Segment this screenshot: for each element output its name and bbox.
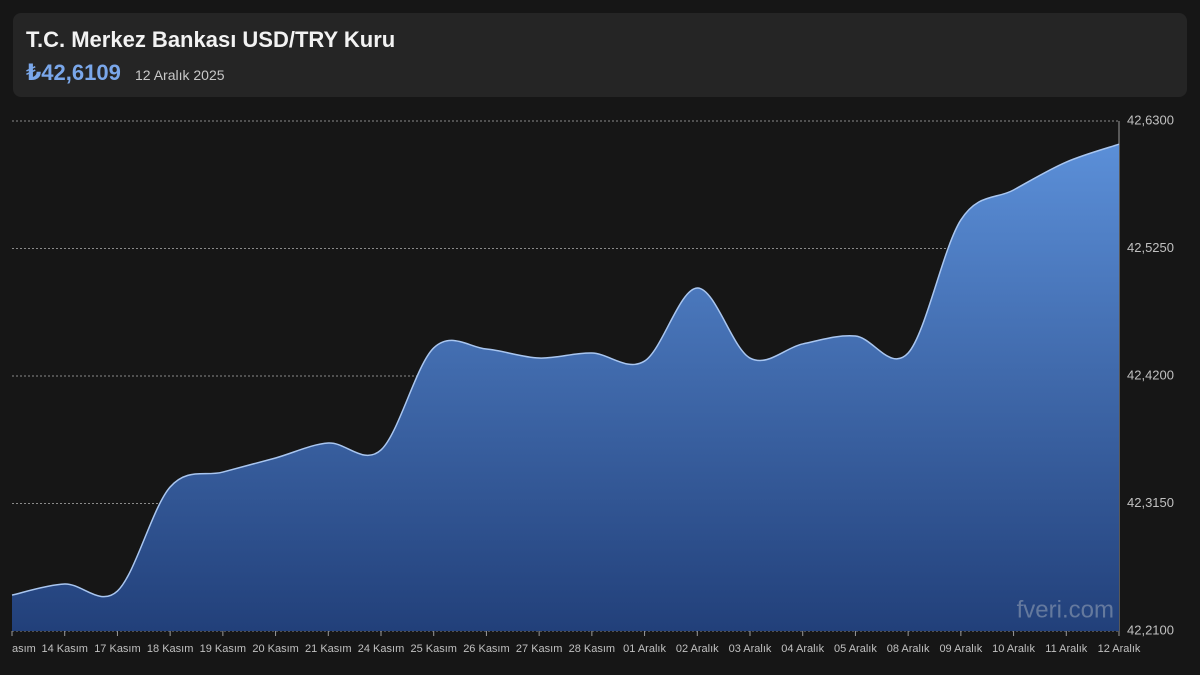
y-tick-label: 42,4200	[1127, 367, 1174, 382]
x-tick-label: 21 Kasım	[305, 643, 351, 655]
area	[12, 144, 1119, 631]
y-tick-label: 42,6300	[1127, 112, 1174, 127]
header-card: T.C. Merkez Bankası USD/TRY Kuru ₺42,610…	[13, 13, 1187, 97]
x-tick-label: 14 Kasım	[41, 643, 87, 655]
y-tick-label: 42,5250	[1127, 240, 1174, 255]
x-tick-label: 24 Kasım	[358, 643, 404, 655]
x-tick-label: 08 Aralık	[887, 643, 930, 655]
x-tick-label: 17 Kasım	[94, 643, 140, 655]
x-tick-label: 25 Kasım	[410, 643, 456, 655]
x-tick-label: 12 Aralık	[1098, 643, 1141, 655]
x-tick-label: 11 Aralık	[1045, 643, 1087, 655]
x-tick-label: 19 Kasım	[200, 643, 246, 655]
x-tick-label: 28 Kasım	[569, 643, 615, 655]
y-tick-label: 42,2100	[1127, 622, 1174, 637]
x-tick-label: 10 Aralık	[992, 643, 1035, 655]
x-tick-label: 01 Aralık	[623, 643, 666, 655]
x-tick-label: asım	[12, 643, 36, 655]
line	[11, 143, 1120, 598]
x-tick-label: 05 Aralık	[834, 643, 877, 655]
x-tick-label: 03 Aralık	[729, 643, 772, 655]
title: T.C. Merkez Bankası USD/TRY Kuru	[26, 27, 396, 52]
x-tick-label: 09 Aralık	[939, 643, 982, 655]
x-tick-label: 18 Kasım	[147, 643, 193, 655]
x-tick-label: 27 Kasım	[516, 643, 562, 655]
current-value: ₺42,6109	[26, 60, 121, 85]
y-tick-label: 42,3150	[1127, 495, 1174, 510]
x-tick-label: 20 Kasım	[252, 643, 298, 655]
x-tick-label: 02 Aralık	[676, 643, 719, 655]
x-tick-label: 26 Kasım	[463, 643, 509, 655]
date: 12 Aralık 2025	[135, 67, 225, 83]
watermark: fveri.com	[1017, 596, 1114, 623]
x-tick-label: 04 Aralık	[781, 643, 824, 655]
